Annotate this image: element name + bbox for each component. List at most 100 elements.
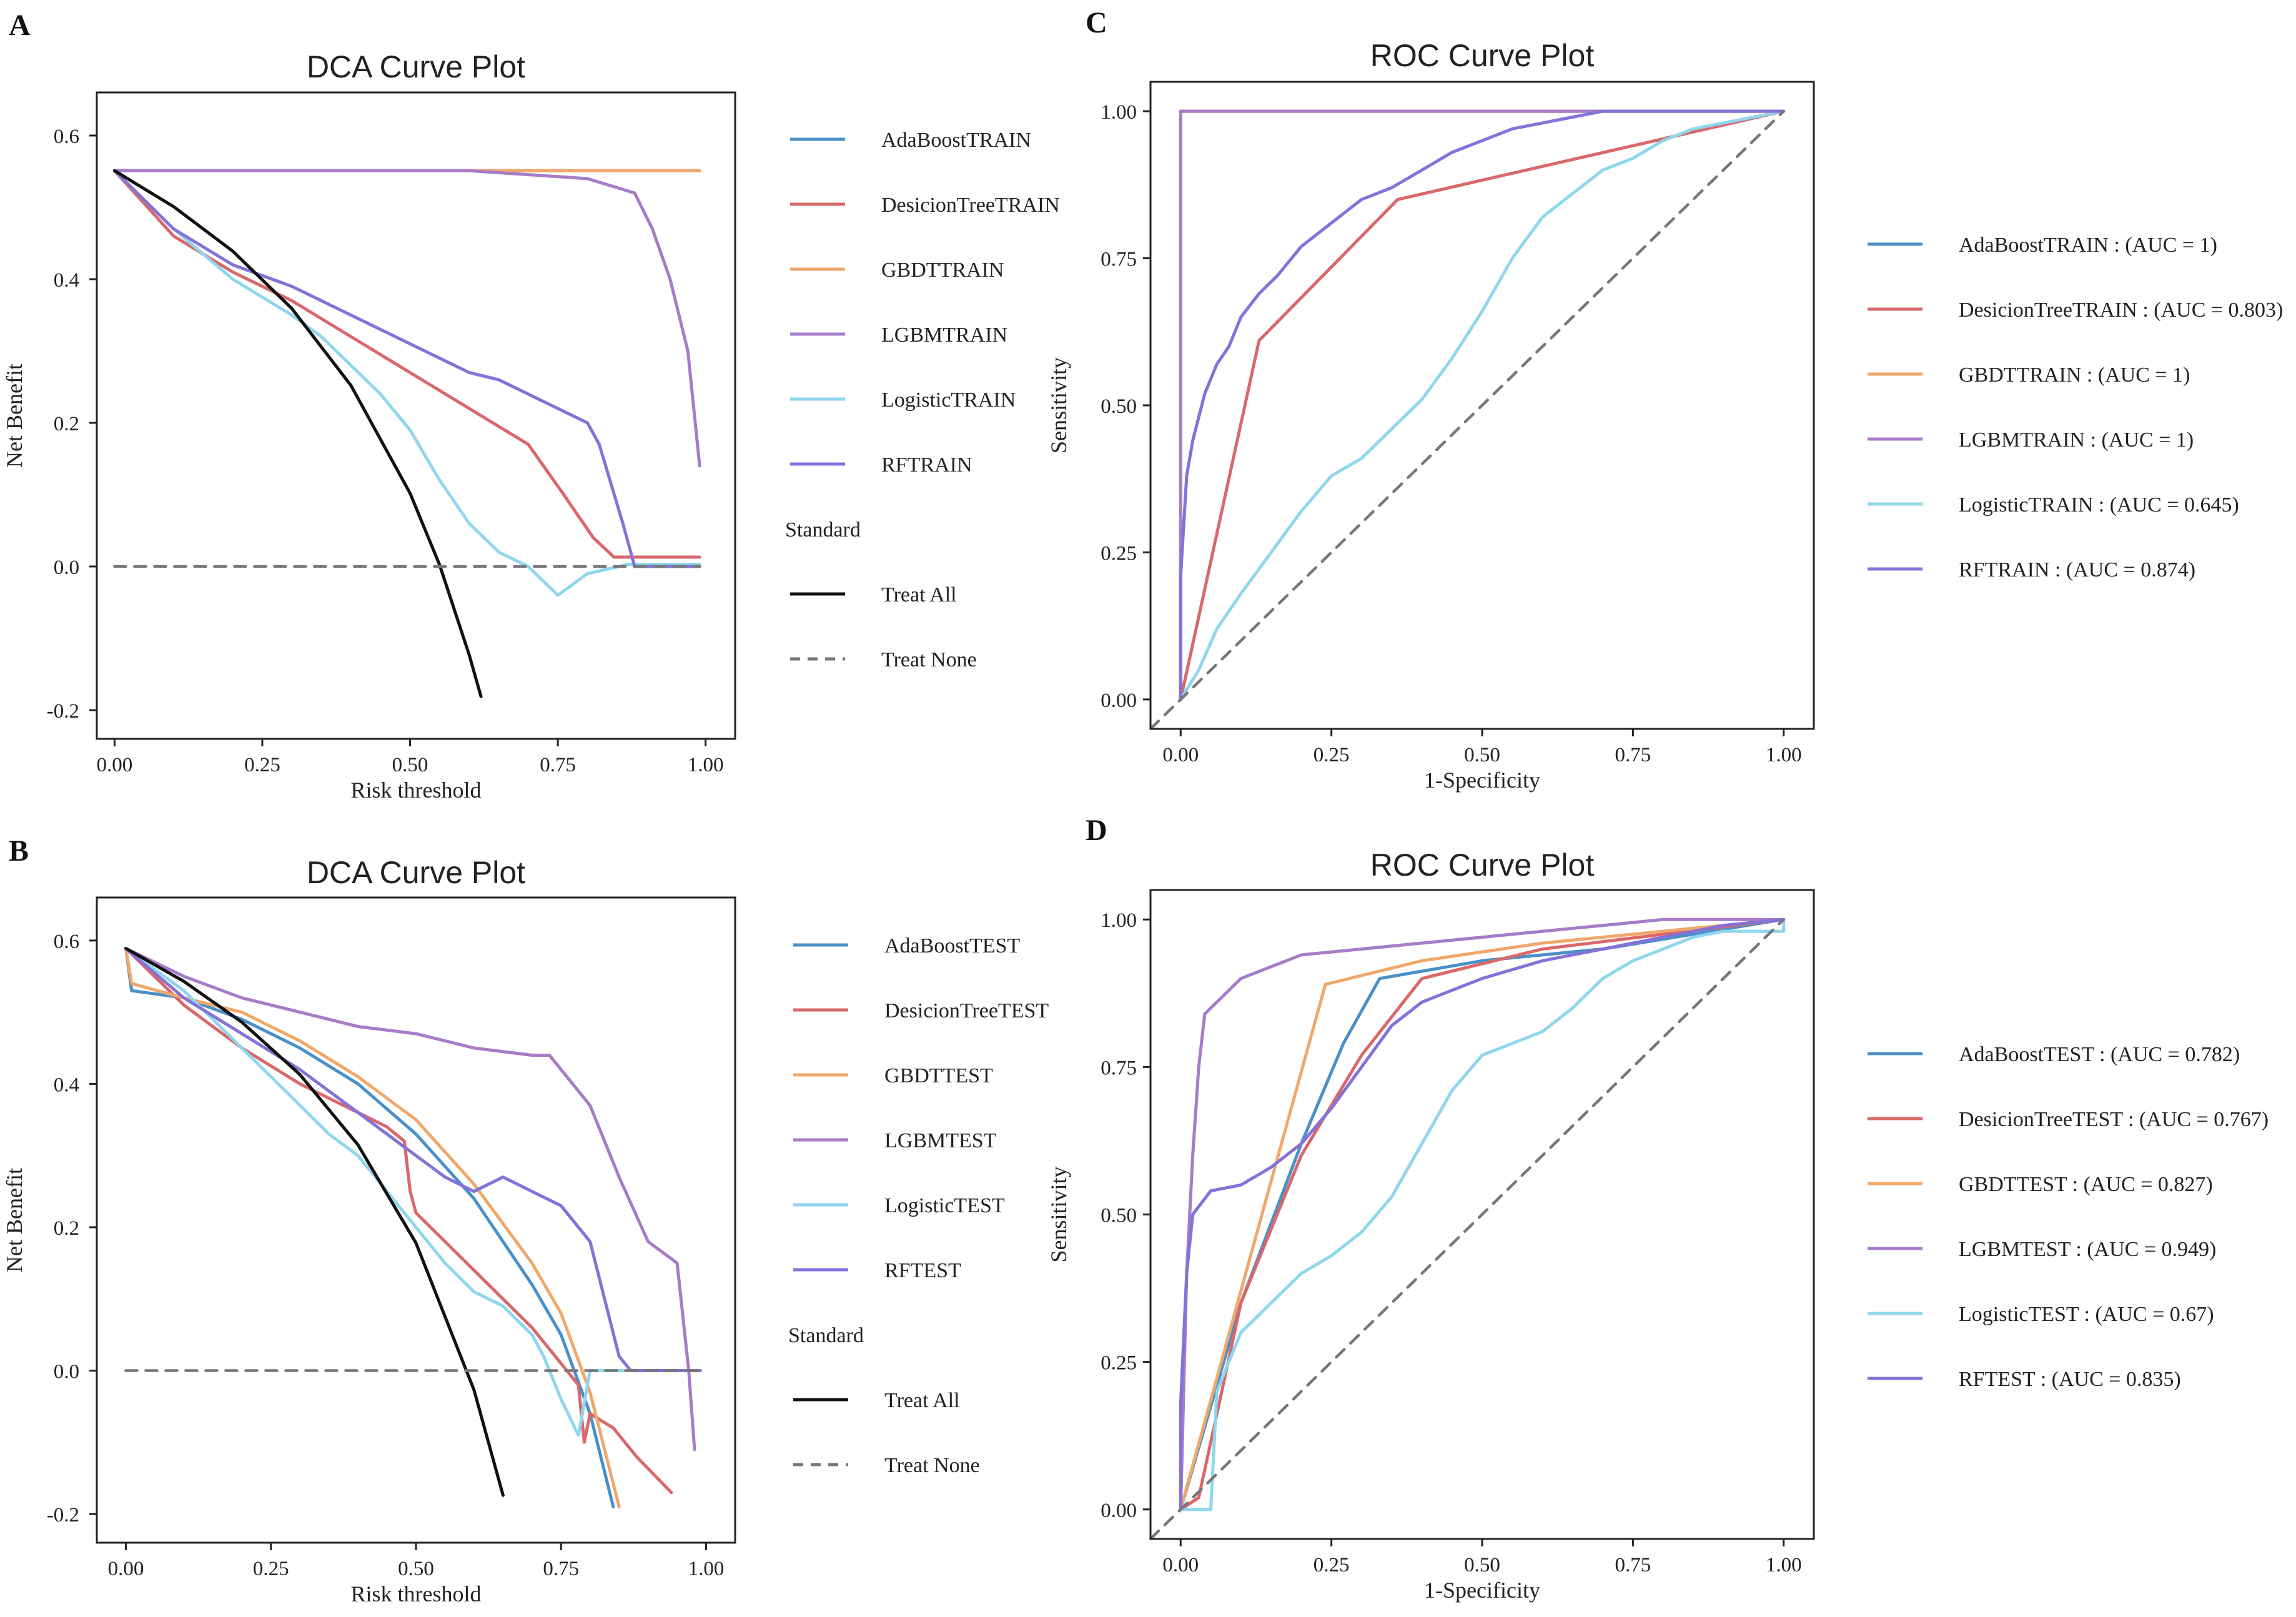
series-line-logistictrain	[1179, 109, 1786, 701]
series-line-lgbmtest	[1179, 917, 1786, 1511]
y-tick-label: 0.50	[1101, 1205, 1137, 1227]
legend: AdaBoostTEST DesicionTreeTEST GBDTTEST LGBM…	[788, 934, 1049, 1477]
legend-entry: Treat None	[881, 648, 977, 671]
x-tick-label: 1.00	[1766, 744, 1802, 766]
x-tick-label: 1.00	[1766, 1554, 1802, 1576]
x-axis-label: 1-Specificity	[1424, 768, 1540, 793]
x-tick-label: 1.00	[688, 754, 724, 776]
legend-entry: LGBMTEST	[884, 1129, 997, 1152]
legend-entry: AdaBoostTEST	[884, 934, 1020, 957]
x-tick-label: 1.00	[688, 1558, 725, 1580]
y-tick-label: 0.4	[54, 269, 79, 292]
y-tick-label: 0.4	[54, 1074, 79, 1096]
series-line-lgbmtrain	[1179, 109, 1786, 701]
x-tick-label: 0.75	[1615, 744, 1651, 766]
chart-title: DCA Curve Plot	[307, 855, 525, 890]
y-axis-label: Net Benefit	[2, 363, 27, 468]
plot-frame	[96, 91, 736, 740]
legend-entry: LGBMTRAIN	[881, 324, 1007, 347]
legend-entry: AdaBoostTRAIN : (AUC = 1)	[1959, 234, 2217, 257]
x-axis-label: Risk threshold	[350, 1581, 481, 1606]
y-tick-label: 0.25	[1101, 1352, 1137, 1375]
x-tick-label: 0.00	[108, 1558, 144, 1580]
y-axis-label: Sensitivity	[1046, 1166, 1071, 1262]
panel-c: C ROC Curve Plot 0.00 0.25 0.50 0.75 1.00 0.00 0…	[1046, 6, 2283, 793]
y-tick-label: 1.00	[1101, 101, 1137, 124]
series-line-treat	[124, 947, 505, 1497]
panel-letter: B	[9, 834, 29, 868]
x-tick-label: 0.00	[1162, 1554, 1199, 1576]
series-group	[1150, 109, 1786, 729]
legend-entry: Treat All	[884, 1389, 960, 1412]
series-line-lgbmtrain	[112, 169, 701, 468]
x-tick-label: 0.50	[1464, 744, 1500, 766]
y-tick-label: 0.0	[54, 1361, 79, 1383]
y-tick-label: 0.00	[1101, 1500, 1137, 1522]
panel-letter: A	[9, 9, 31, 42]
x-tick-label: 0.00	[97, 754, 133, 776]
y-axis-label: Sensitivity	[1046, 357, 1071, 453]
y-tick-label: 0.50	[1101, 395, 1137, 418]
y-tick-label: 0.6	[54, 126, 79, 148]
legend-header: Standard	[788, 1324, 864, 1347]
series-line-desiciontreetest	[1179, 917, 1786, 1511]
x-tick-label: 0.25	[244, 754, 280, 776]
x-tick-label: 0.75	[543, 1558, 579, 1580]
series-line-treat	[112, 169, 483, 698]
legend-entry: DesicionTreeTRAIN : (AUC = 0.803)	[1959, 299, 2283, 322]
y-tick-label: -0.2	[47, 1504, 79, 1526]
series-group	[1150, 917, 1786, 1539]
series-line-gbdttest	[1179, 917, 1786, 1511]
panel-letter: D	[1086, 814, 1107, 847]
legend-entry: GBDTTRAIN : (AUC = 1)	[1959, 363, 2190, 387]
legend-header: Standard	[785, 518, 861, 541]
series-line-desiciontreetrain	[112, 169, 701, 559]
y-tick-label: 1.00	[1101, 909, 1137, 932]
x-tick-label: 0.75	[540, 754, 576, 776]
series-group	[112, 169, 701, 698]
legend-entry: AdaBoostTEST : (AUC = 0.782)	[1959, 1043, 2240, 1066]
x-tick-label: 0.25	[1314, 1554, 1350, 1576]
legend-entry: Treat All	[881, 583, 957, 606]
panel-b: B DCA Curve Plot 0.00 0.25 0.50 0.75 1.00 -0.2 0…	[2, 834, 1049, 1606]
legend-entry: LogisticTEST : (AUC = 0.67)	[1959, 1303, 2214, 1326]
x-tick-label: 0.75	[1615, 1554, 1651, 1576]
series-line-diagonal-reference	[1150, 917, 1785, 1539]
panel-d: D ROC Curve Plot 0.00 0.25 0.50 0.75 1.00 0.00 0…	[1046, 814, 2269, 1603]
series-line-logistictest	[124, 947, 702, 1437]
x-tick-label: 0.25	[253, 1558, 289, 1580]
y-tick-label: 0.25	[1101, 542, 1137, 565]
legend-entry: LGBMTEST : (AUC = 0.949)	[1959, 1238, 2216, 1261]
legend-entry: RFTRAIN	[881, 453, 972, 477]
x-tick-label: 0.25	[1314, 744, 1350, 766]
series-line-rftrain	[1179, 109, 1786, 701]
y-tick-label: 0.2	[54, 413, 79, 435]
legend-entry: LogisticTEST	[884, 1194, 1005, 1217]
x-axis-label: Risk threshold	[350, 778, 481, 803]
series-line-diagonal-reference	[1150, 109, 1785, 729]
legend-entry: AdaBoostTRAIN	[881, 129, 1031, 152]
y-tick-label: 0.2	[54, 1217, 79, 1240]
y-axis-label: Net Benefit	[2, 1168, 27, 1272]
series-line-rftest	[124, 947, 702, 1372]
legend: AdaBoostTRAIN DesicionTreeTRAIN GBDTTRAIN L…	[785, 129, 1060, 671]
series-group	[124, 947, 702, 1509]
legend-entry: RFTRAIN : (AUC = 0.874)	[1959, 558, 2195, 581]
y-tick-label: 0.0	[54, 556, 79, 579]
panel-letter: C	[1086, 6, 1107, 39]
x-tick-label: 0.50	[1464, 1554, 1500, 1576]
x-tick-label: 0.00	[1162, 744, 1199, 766]
chart-title: ROC Curve Plot	[1370, 38, 1595, 73]
legend-entry: LogisticTRAIN	[881, 388, 1016, 412]
y-tick-label: 0.00	[1101, 690, 1137, 712]
legend-entry: GBDTTEST	[884, 1064, 993, 1087]
chart-title: DCA Curve Plot	[307, 49, 525, 84]
series-line-logistictrain	[112, 169, 701, 597]
x-tick-label: 0.50	[392, 754, 428, 776]
legend-entry: LGBMTRAIN : (AUC = 1)	[1959, 428, 2194, 452]
legend: AdaBoostTRAIN : (AUC = 1) DesicionTreeTRA…	[1868, 234, 2283, 581]
y-tick-label: -0.2	[47, 700, 79, 723]
legend-entry: DesicionTreeTEST : (AUC = 0.767)	[1959, 1108, 2269, 1131]
legend-entry: GBDTTEST : (AUC = 0.827)	[1959, 1173, 2213, 1196]
